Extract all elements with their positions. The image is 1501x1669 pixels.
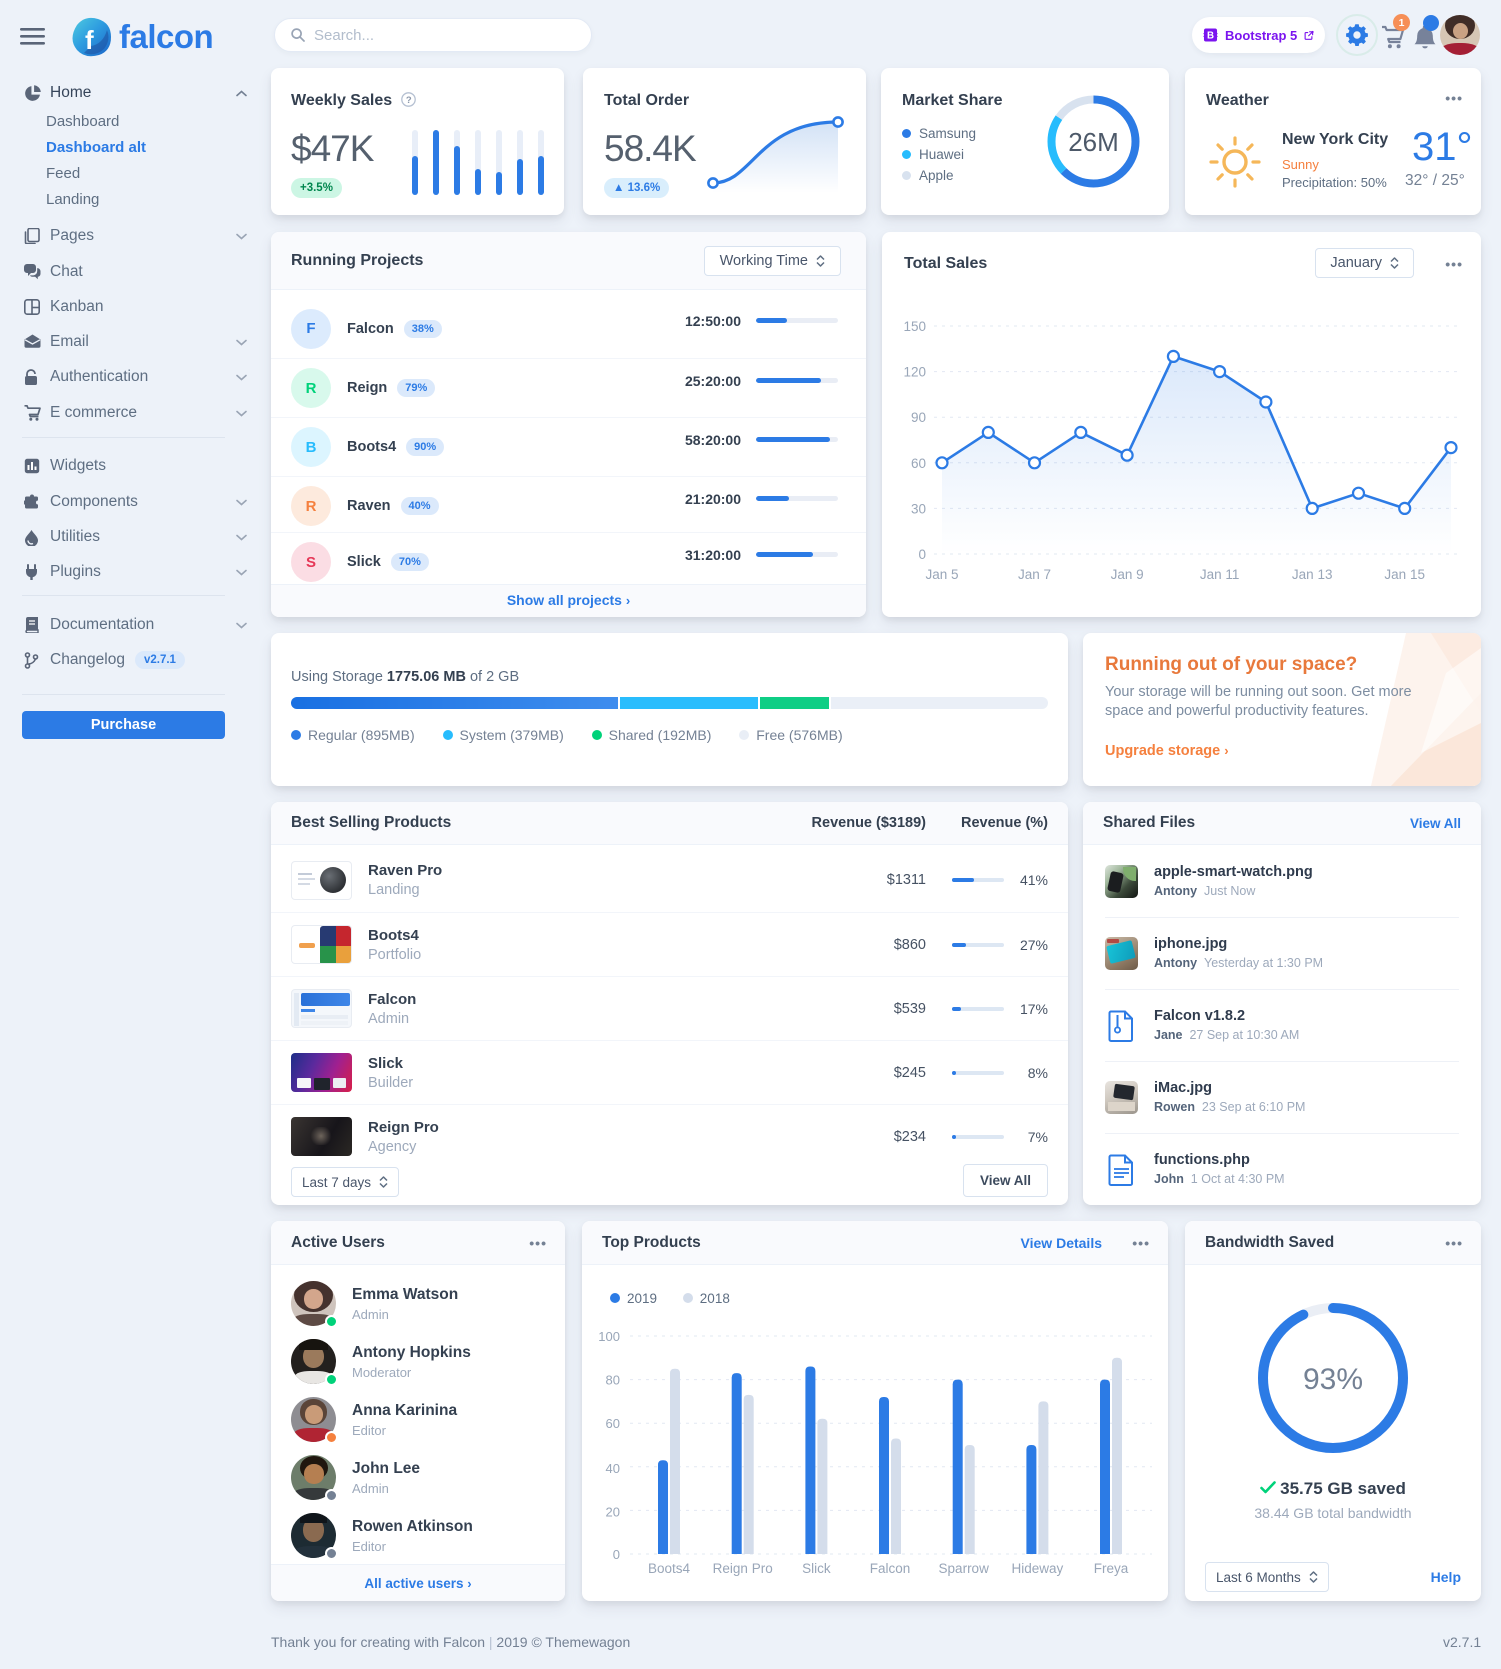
- svg-text:Hideway: Hideway: [1012, 1561, 1064, 1576]
- svg-text:Jan 13: Jan 13: [1292, 567, 1333, 582]
- svg-text:Sparrow: Sparrow: [939, 1561, 990, 1576]
- svg-text:Jan 11: Jan 11: [1200, 567, 1240, 582]
- svg-text:Boots4: Boots4: [648, 1561, 691, 1576]
- svg-text:120: 120: [903, 365, 926, 380]
- svg-text:150: 150: [903, 319, 926, 334]
- svg-text:60: 60: [606, 1416, 620, 1431]
- svg-text:Falcon: Falcon: [870, 1561, 911, 1576]
- svg-text:90: 90: [911, 410, 926, 425]
- svg-text:0: 0: [918, 547, 926, 562]
- svg-text:0: 0: [613, 1547, 620, 1562]
- svg-text:100: 100: [598, 1329, 620, 1344]
- svg-text:Jan 15: Jan 15: [1384, 567, 1425, 582]
- svg-text:60: 60: [911, 456, 926, 471]
- svg-text:93%: 93%: [1303, 1363, 1363, 1396]
- svg-text:Freya: Freya: [1094, 1561, 1129, 1576]
- svg-text:26M: 26M: [1068, 127, 1119, 157]
- svg-text:B: B: [1207, 31, 1214, 42]
- svg-text:30: 30: [911, 501, 926, 516]
- svg-text:40: 40: [606, 1461, 620, 1476]
- svg-text:Jan 7: Jan 7: [1018, 567, 1051, 582]
- svg-text:Jan 9: Jan 9: [1111, 567, 1144, 582]
- svg-text:Jan 5: Jan 5: [925, 567, 958, 582]
- svg-text:80: 80: [606, 1373, 620, 1388]
- svg-text:Reign Pro: Reign Pro: [713, 1561, 773, 1576]
- svg-text:f: f: [85, 25, 94, 55]
- svg-text:?: ?: [405, 95, 411, 106]
- svg-text:20: 20: [606, 1504, 620, 1519]
- svg-text:Slick: Slick: [802, 1561, 831, 1576]
